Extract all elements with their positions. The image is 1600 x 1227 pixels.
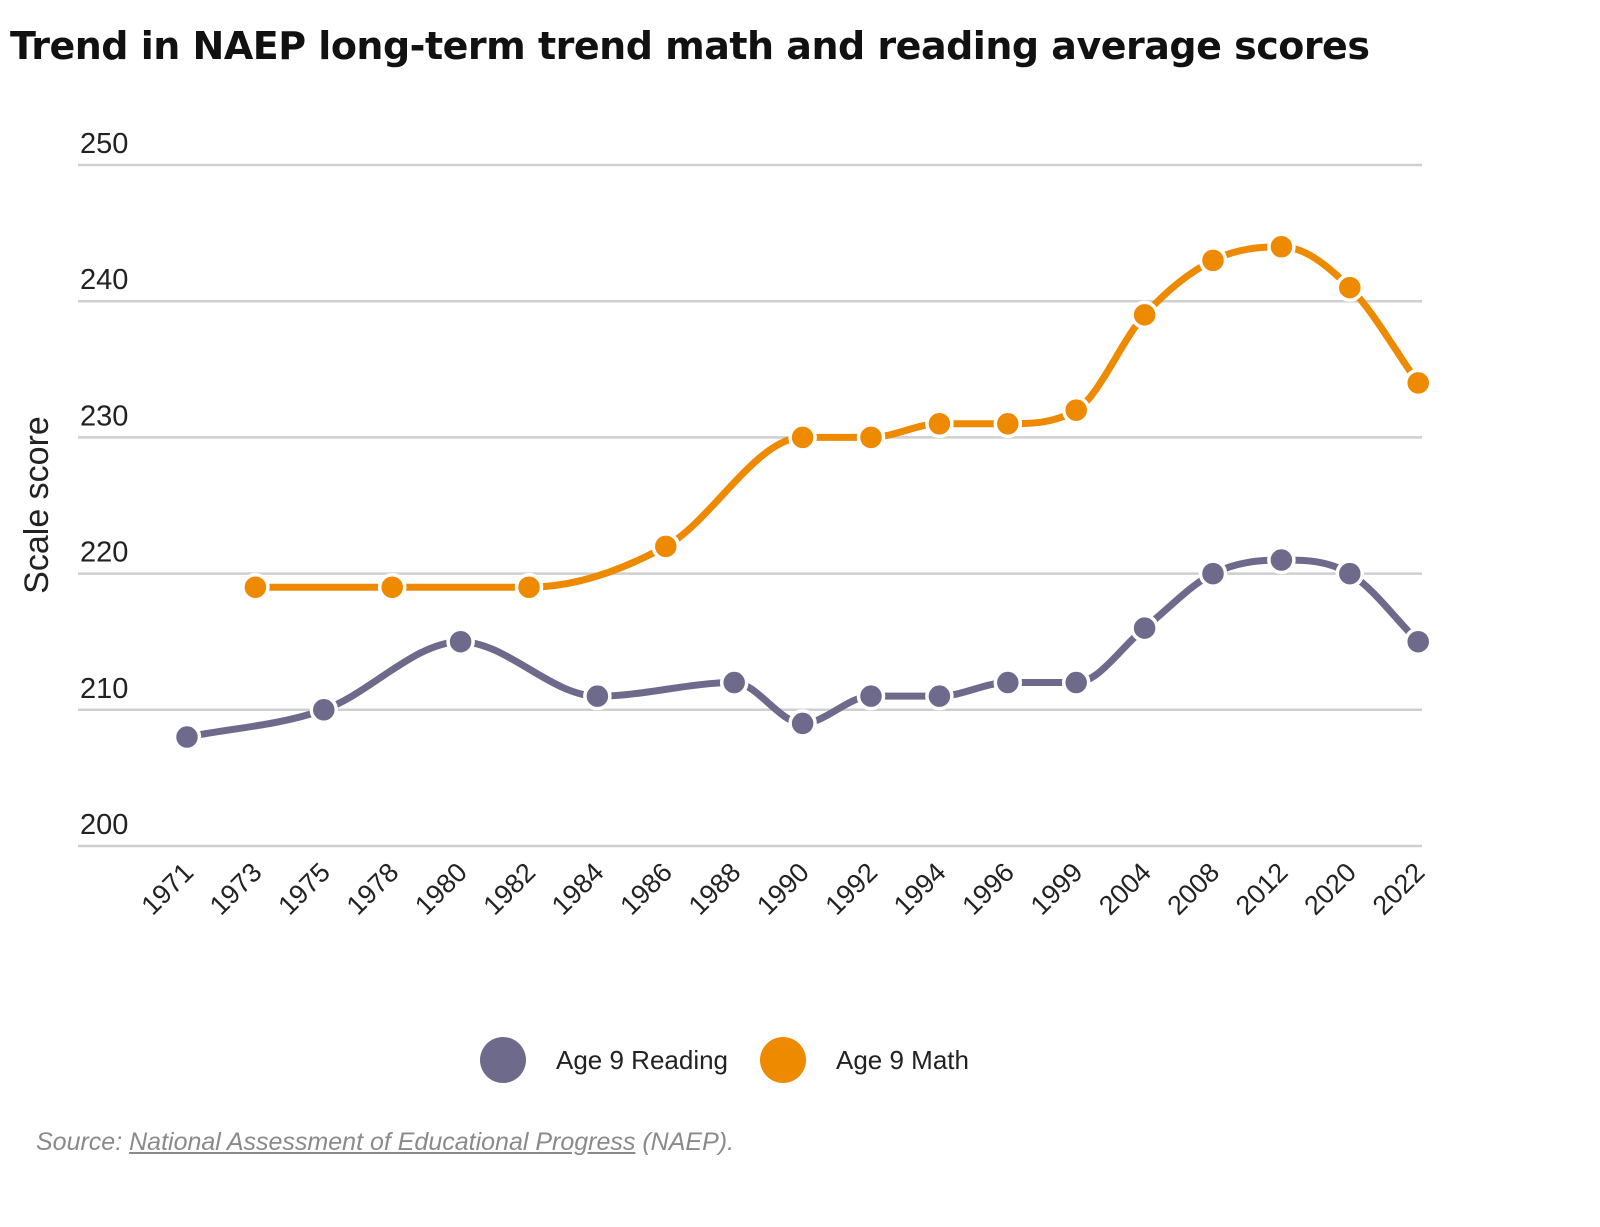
source-suffix: (NAEP). — [635, 1128, 735, 1156]
data-point-age-9-math — [1403, 368, 1433, 398]
y-tick-label: 200 — [80, 809, 128, 841]
gridlines — [78, 163, 1422, 848]
x-tick-label: 1994 — [888, 857, 952, 921]
data-point-age-9-reading — [1335, 559, 1365, 588]
data-point-age-9-reading — [993, 668, 1023, 697]
legend: Age 9 Reading Age 9 Math — [480, 1037, 969, 1083]
data-point-age-9-math — [1061, 395, 1091, 425]
series-group — [172, 232, 1433, 752]
data-point-age-9-math — [1130, 300, 1159, 330]
x-tick-label: 2004 — [1093, 857, 1157, 921]
data-point-age-9-math — [788, 423, 817, 452]
data-point-age-9-reading — [788, 709, 817, 738]
x-tick-label: 1999 — [1025, 857, 1089, 921]
data-point-age-9-reading — [309, 695, 339, 725]
x-tick-label: 1975 — [272, 857, 336, 921]
y-tick-label: 210 — [80, 673, 128, 705]
y-tick-label: 240 — [80, 264, 128, 296]
data-point-age-9-reading — [1198, 559, 1228, 588]
data-point-age-9-reading — [583, 681, 612, 711]
x-tick-label: 1984 — [546, 857, 610, 921]
x-tick-label: 1978 — [341, 857, 405, 921]
legend-label-age-9-reading: Age 9 Reading — [556, 1045, 728, 1075]
y-tick-label: 250 — [80, 128, 128, 160]
data-point-age-9-reading — [925, 681, 954, 711]
data-point-age-9-reading — [172, 722, 202, 752]
data-point-age-9-reading — [446, 627, 475, 656]
x-tick-label: 2008 — [1162, 857, 1226, 921]
data-point-age-9-math — [856, 423, 886, 452]
series-line-age-9-math — [251, 243, 1422, 591]
y-tick-label: 230 — [80, 400, 128, 432]
x-tick-label: 1990 — [751, 857, 815, 921]
source-note: Source: National Assessment of Education… — [36, 1128, 734, 1157]
x-tick-label: 1982 — [478, 857, 542, 921]
x-tick-label: 1988 — [683, 857, 747, 921]
legend-label-age-9-math: Age 9 Math — [836, 1045, 969, 1075]
source-link[interactable]: National Assessment of Educational Progr… — [129, 1128, 636, 1156]
x-tick-label: 1973 — [204, 857, 268, 921]
data-point-age-9-reading — [856, 681, 886, 711]
data-point-age-9-reading — [1061, 668, 1091, 697]
data-point-age-9-reading — [1267, 545, 1296, 575]
data-point-age-9-math — [1335, 273, 1365, 302]
chart-title: Trend in NAEP long-term trend math and r… — [10, 24, 1370, 68]
data-point-age-9-math — [925, 409, 954, 439]
y-tick-label: 220 — [80, 537, 128, 569]
x-tick-label: 2012 — [1230, 857, 1294, 921]
source-prefix: Source: — [36, 1128, 130, 1156]
y-axis-label: Scale score — [18, 416, 56, 594]
x-tick-label: 1971 — [136, 857, 200, 921]
x-tick-label: 1986 — [614, 857, 678, 921]
data-point-age-9-reading — [1403, 627, 1433, 656]
x-tick-label: 2020 — [1298, 857, 1362, 921]
data-point-age-9-math — [514, 572, 544, 602]
legend-swatch-age-9-reading — [480, 1037, 526, 1083]
y-axis-ticks: 200 210 220 230 240 250 — [80, 128, 128, 841]
legend-swatch-age-9-math — [760, 1037, 806, 1083]
x-axis-ticks: 1971 1973 1975 1978 1980 1982 1984 1986 1988 1990… — [136, 857, 1431, 921]
x-tick-label: 2022 — [1367, 857, 1431, 921]
x-tick-label: 1996 — [956, 857, 1020, 921]
x-tick-label: 1992 — [820, 857, 884, 921]
data-point-age-9-math — [377, 572, 407, 602]
data-point-age-9-math — [993, 409, 1023, 439]
data-point-age-9-math — [241, 572, 270, 602]
x-tick-label: 1980 — [409, 857, 473, 921]
data-point-age-9-reading — [719, 668, 749, 697]
data-point-age-9-reading — [1130, 613, 1159, 643]
data-point-age-9-math — [1198, 246, 1228, 275]
data-point-age-9-math — [1267, 232, 1296, 261]
data-point-age-9-math — [651, 532, 681, 561]
